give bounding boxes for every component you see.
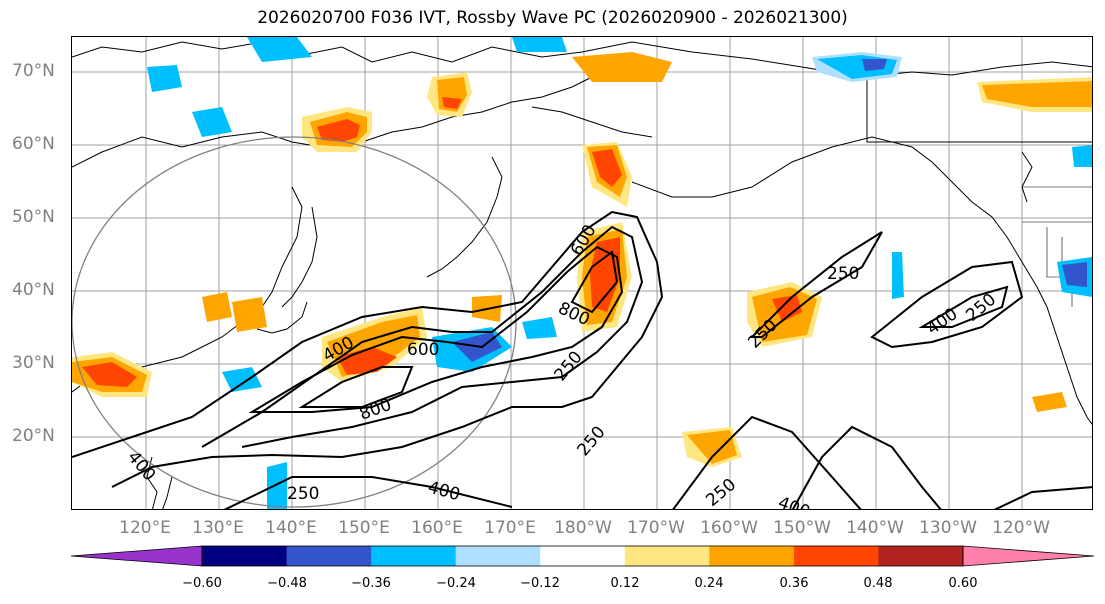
anomaly-positive-27 [1032,392,1067,412]
lat-label-40n: 40°N [12,280,55,300]
colorbar-segment [793,546,879,566]
colorbar-outline [201,545,964,567]
anomaly-positive-21 [772,295,802,322]
lat-label-50n: 50°N [12,207,55,227]
anomaly-negative-3 [862,59,887,71]
contour-label-14: 400 [775,493,812,510]
anomaly-positive-3 [317,119,360,142]
anomaly-negative-15 [512,37,567,52]
colorbar [70,545,1095,567]
lat-label-60n: 60°N [12,134,55,154]
colorbar-tick: 0.12 [610,576,640,591]
colorbar-segments [202,546,964,566]
lat-label-30n: 30°N [12,353,55,373]
lon-label-140e: 140°E [265,518,317,538]
colorbar-segment [202,546,288,566]
colorbar-tick: 0.36 [779,576,809,591]
ivt-contours [72,210,1092,509]
anomaly-positive-9 [592,149,622,187]
lat-label-20n: 20°N [12,426,55,446]
lon-label-170e: 170°E [484,518,536,538]
colorbar-segment [709,546,795,566]
anomaly-positive-18 [82,362,137,387]
colorbar-tick: 0.60 [948,576,978,591]
colorbar-tick: −0.48 [267,576,307,591]
lon-label-150e: 150°E [338,518,390,538]
lon-label-130e: 130°E [192,518,244,538]
map-title: 2026020700 F036 IVT, Rossby Wave PC (202… [257,8,848,28]
lat-label-70n: 70°N [12,61,55,81]
colorbar-tick: −0.36 [351,576,391,591]
lon-label-130w: 130°W [919,518,977,538]
anomaly-positive-26 [572,52,672,82]
colorbar-tick: 0.24 [694,576,724,591]
contour-label-9: 250 [827,264,859,284]
anomaly-negative-16 [267,462,287,509]
lon-label-160e: 160°E [411,518,463,538]
anomaly-negative-8 [1072,145,1092,167]
lon-label-180w: 180°W [554,518,612,538]
colorbar-tick: −0.60 [182,576,222,591]
anomaly-negative-14 [247,37,312,62]
colorbar-tick: 0.48 [863,576,893,591]
contour-label-8: 250 [574,422,610,460]
contour-label-5: 800 [357,395,394,425]
contour-label-7: 250 [551,347,587,385]
colorbar-segment [371,546,457,566]
anomaly-positive-6 [442,97,462,109]
colorbar-tick: −0.12 [520,576,560,591]
anomaly-negative-7 [522,317,557,339]
lon-label-160w: 160°W [700,518,758,538]
colorbar-segment [878,546,964,566]
contour-label-11: 250 [702,475,740,510]
anomaly-positive-23 [687,430,737,464]
anomaly-positive-28 [202,292,232,322]
anomaly-negative-12 [192,107,232,137]
contour-label-4: 600 [407,340,439,360]
colorbar-arrow-right [962,545,1095,567]
map-panel: 600 800 400 600 800 400 250 250 250 250 … [71,36,1093,510]
colorbar-arrow-left [70,545,203,567]
contour-label-17: 400 [426,478,463,506]
anomaly-negative-10 [1062,262,1087,287]
lon-label-170w: 170°W [627,518,685,538]
colorbar-segment [540,546,626,566]
colorbar-segment [455,546,541,566]
anomaly-negative-6 [222,367,262,392]
colorbar-segment [286,546,372,566]
map-canvas: 600 800 400 600 800 400 250 250 250 250 … [72,37,1092,510]
lon-label-150w: 150°W [773,518,831,538]
anomaly-positive-29 [232,297,267,332]
anomaly-negative-11 [892,252,904,299]
colorbar-segment [624,546,710,566]
anomaly-positive-25 [982,81,1092,107]
anomaly-negative-13 [147,65,182,92]
lon-label-120e: 120°E [119,518,171,538]
contour-label-15: 250 [287,484,319,504]
lon-label-140w: 140°W [846,518,904,538]
rossby-wave-region [72,136,517,508]
lon-label-120w: 120°W [992,518,1050,538]
colorbar-tick: −0.24 [436,576,476,591]
